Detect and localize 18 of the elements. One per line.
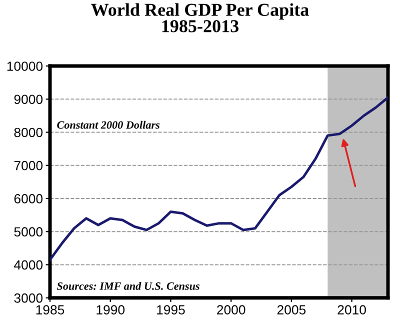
x-tick-label: 2010 (338, 305, 366, 314)
y-tick-label: 8000 (14, 128, 43, 138)
annotation: Constant 2000 Dollars (57, 120, 160, 129)
x-tick-label: 2005 (277, 305, 306, 314)
y-tick-label: 4000 (14, 260, 43, 270)
x-tick-label: 2000 (217, 305, 246, 314)
y-tick-label: 6000 (14, 194, 43, 204)
y-tick-label: 3000 (14, 293, 43, 303)
y-tick-label: 9000 (14, 94, 43, 104)
x-tick-label: 1985 (36, 305, 64, 314)
line-series (50, 96, 388, 262)
chart-title: World Real GDP Per Capita 1985-2013 (91, 3, 309, 32)
annotation: Sources: IMF and U.S. Census (56, 282, 200, 290)
y-tick-label: 10000 (7, 62, 43, 71)
y-tick-label: 7000 (14, 160, 43, 170)
x-tick-label: 1995 (157, 305, 185, 314)
y-tick-label: 5000 (14, 227, 43, 237)
x-tick-label: 1990 (96, 305, 125, 314)
